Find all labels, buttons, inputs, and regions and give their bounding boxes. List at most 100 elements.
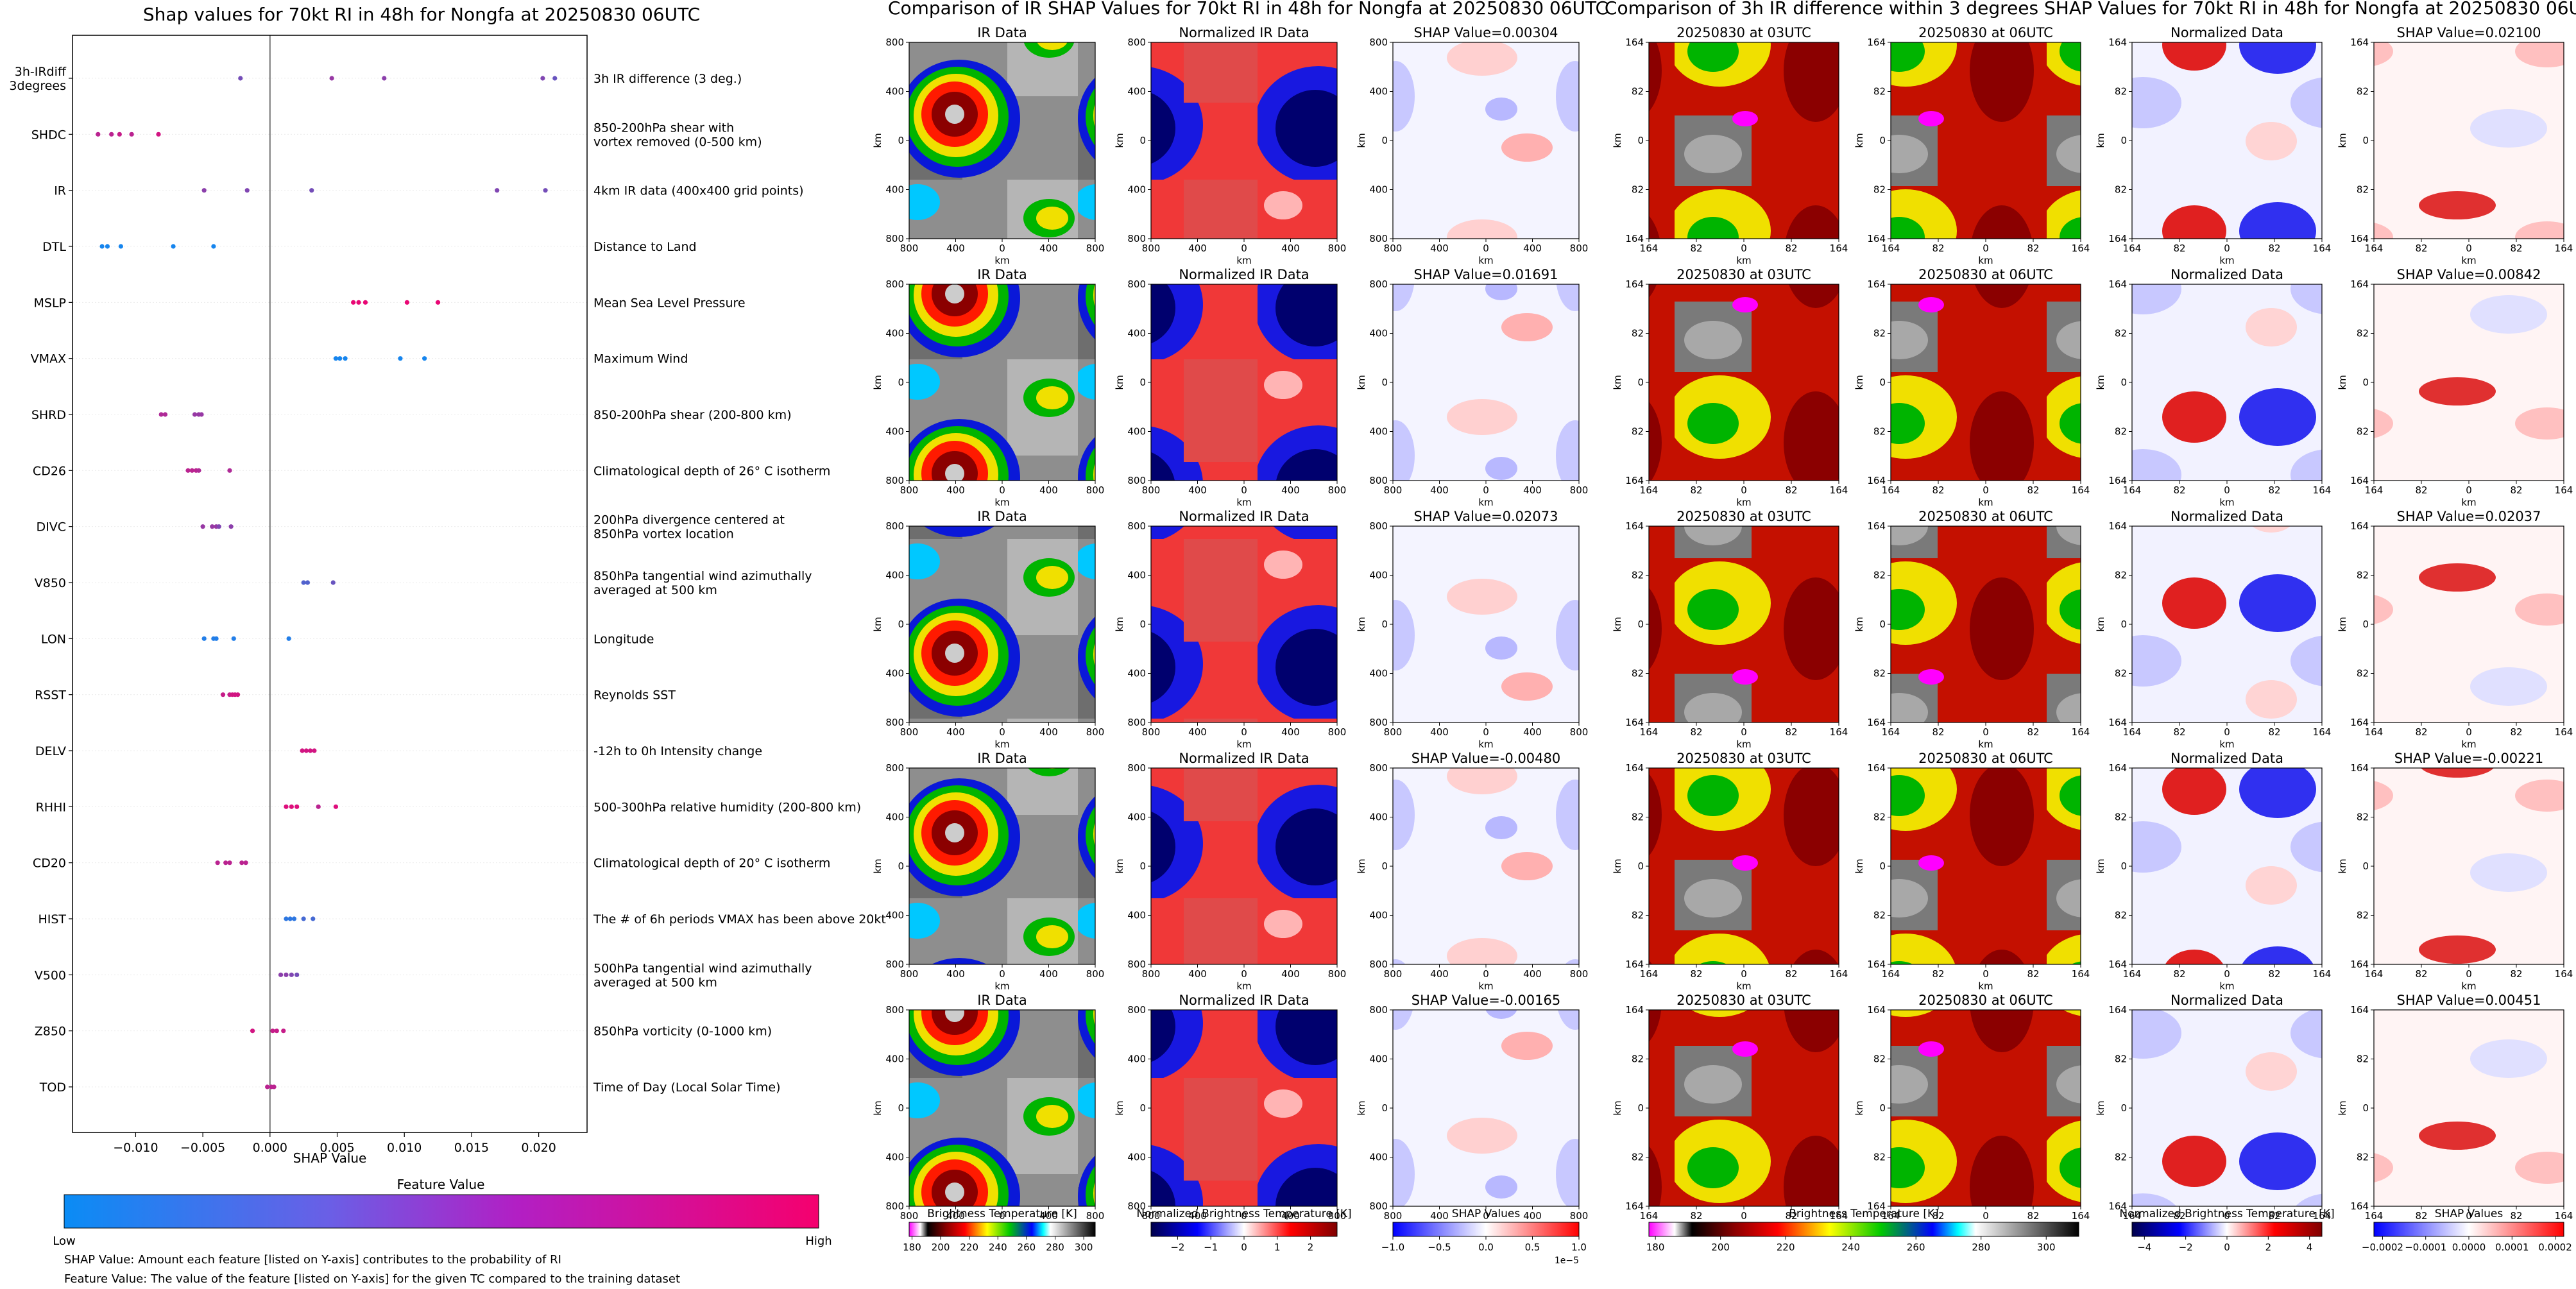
panel-y-axis-label: km [1612,133,1623,148]
colorbar-tick-label: −1 [1204,1242,1218,1253]
panel-y-tick-label: 800 [1369,475,1388,486]
panel-y-tick-label: 82 [2115,812,2127,823]
panel-y-axis-label: km [2095,1100,2106,1115]
shap-point [363,300,368,305]
image-panel: SHAP Value=0.008421641648282008282164164… [2337,267,2573,508]
panel-x-tick-label: 164 [2123,726,2142,738]
panel-x-tick-label: 400 [1523,484,1542,496]
panel-x-tick-label: 82 [2027,968,2039,980]
panel-x-tick-label: 0 [999,968,1005,980]
panel-title: 20250830 at 06UTC [1918,25,2053,40]
feature-code-label: DELV [35,744,66,758]
panel-y-tick-label: 400 [1369,184,1388,196]
panel-x-tick-label: 164 [2313,484,2332,496]
panel-y-tick-label: 400 [885,184,904,196]
panel-x-tick-label: 82 [1932,726,1944,738]
image-panel: SHAP Value=0.016918008004004000040040080… [1356,267,1588,508]
panel-y-tick-label: 400 [885,1152,904,1163]
panel-y-tick-label: 164 [2108,762,2127,774]
panel-x-axis-label: km [1478,738,1493,750]
panel-x-tick-label: 800 [1086,968,1105,980]
panel-y-tick-label: 164 [1625,959,1644,970]
feature-code-label: TOD [39,1080,66,1095]
feature-description: The # of 6h periods VMAX has been above … [593,912,886,926]
panel-y-tick-label: 164 [1625,762,1644,774]
shap-point [231,636,236,641]
panel-y-axis-label: km [1854,617,1865,631]
panel-y-tick-label: 0 [1381,377,1388,388]
panel-x-tick-label: 164 [1882,968,1900,980]
panel-x-tick-label: 400 [1523,243,1542,254]
panel-y-axis-label: km [2095,617,2106,631]
panel-y-tick-label: 164 [2108,233,2127,244]
colorbar: Brightness Temperature [K] 180 200 220 240 26… [1646,1208,2079,1253]
image-panel: 20250830 at 03UTC1641648282008282164164k… [1612,25,1848,266]
panel-x-axis-label: km [2461,497,2476,508]
panel-x-tick-label: 82 [1690,1210,1702,1222]
panel-x-tick-label: 164 [2313,243,2332,254]
panel-y-tick-label: 164 [2108,37,2127,48]
panel-x-axis-label: km [1736,980,1751,992]
panel-x-tick-label: 400 [1039,726,1058,738]
panel-y-tick-label: 164 [2350,278,2369,290]
panel-image [1649,768,1839,964]
colorbar-tick-label: 180 [903,1242,921,1253]
panel-y-axis-label: km [1854,858,1865,873]
panel-y-tick-label: 164 [1867,37,1886,48]
panel-x-tick-label: 0 [1741,968,1747,980]
panel-x-axis-label: km [1978,497,1993,508]
panel-x-tick-label: 400 [1523,726,1542,738]
colorbar-tick-label: 240 [1841,1242,1860,1253]
panel-x-tick-label: 800 [1328,726,1347,738]
panel-y-tick-label: 0 [2362,1102,2369,1114]
panel-y-tick-label: 400 [1369,812,1388,823]
panel-x-tick-label: 400 [1523,1210,1542,1222]
panel-image [1891,1010,2081,1206]
panel-y-tick-label: 82 [1632,570,1644,581]
panel-y-tick-label: 82 [1873,1054,1886,1065]
panel-y-tick-label: 800 [1369,1200,1388,1212]
image-panel: SHAP Value=-0.00221164164828200828216416… [2337,751,2573,992]
panel-x-tick-label: 82 [1932,1210,1944,1222]
image-panel: 20250830 at 06UTC1641648282008282164164k… [1854,267,2090,508]
x-tick-label: 0.010 [387,1141,422,1155]
panel-x-tick-label: 0 [1741,1210,1747,1222]
shap-point [270,1029,275,1034]
colorbar-tick-label: 0 [2224,1242,2230,1253]
feature-code-label: 3h-IRdiff [15,65,67,79]
feature-code-label: HIST [38,912,66,926]
colorbar-tick-label: 220 [1777,1242,1795,1253]
panel-x-tick-label: 0 [1983,968,1989,980]
panel-x-tick-label: 164 [2365,1210,2384,1222]
image-panel: Normalized IR Data8008004004000040040080… [1114,25,1346,266]
shap-point [333,804,339,809]
panel-x-axis-label: km [994,255,1009,266]
panel-x-tick-label: 82 [2268,484,2280,496]
panel-y-axis-label: km [2337,858,2348,873]
panel-y-tick-label: 82 [2357,910,2369,921]
shap-point [291,916,297,921]
panel-title: 20250830 at 06UTC [1918,267,2053,282]
panel-y-tick-label: 800 [1369,1004,1388,1016]
panel-x-tick-label: 400 [946,726,965,738]
panel-x-tick-label: 800 [1384,1210,1403,1222]
panel-image [1393,768,1579,964]
panel-y-tick-label: 164 [2350,762,2369,774]
panel-y-tick-label: 800 [1369,959,1388,970]
panel-y-axis-label: km [1114,375,1125,389]
panel-x-tick-label: 800 [1570,968,1589,980]
panel-x-tick-label: 400 [1281,968,1300,980]
panel-x-tick-label: 0 [1741,243,1747,254]
panel-y-tick-label: 800 [885,475,904,486]
panel-x-tick-label: 0 [1241,726,1247,738]
shap-point [96,132,101,137]
shap-point [351,300,356,305]
panel-title: SHAP Value=0.00842 [2397,267,2541,282]
panel-x-tick-label: 82 [2268,1210,2280,1222]
panel-image [909,1010,1095,1206]
panel-x-tick-label: 82 [1785,1210,1797,1222]
panel-y-tick-label: 400 [1127,1054,1146,1065]
colorbar-tick-label: 2 [2265,1242,2272,1253]
panel-y-tick-label: 0 [1879,619,1886,630]
